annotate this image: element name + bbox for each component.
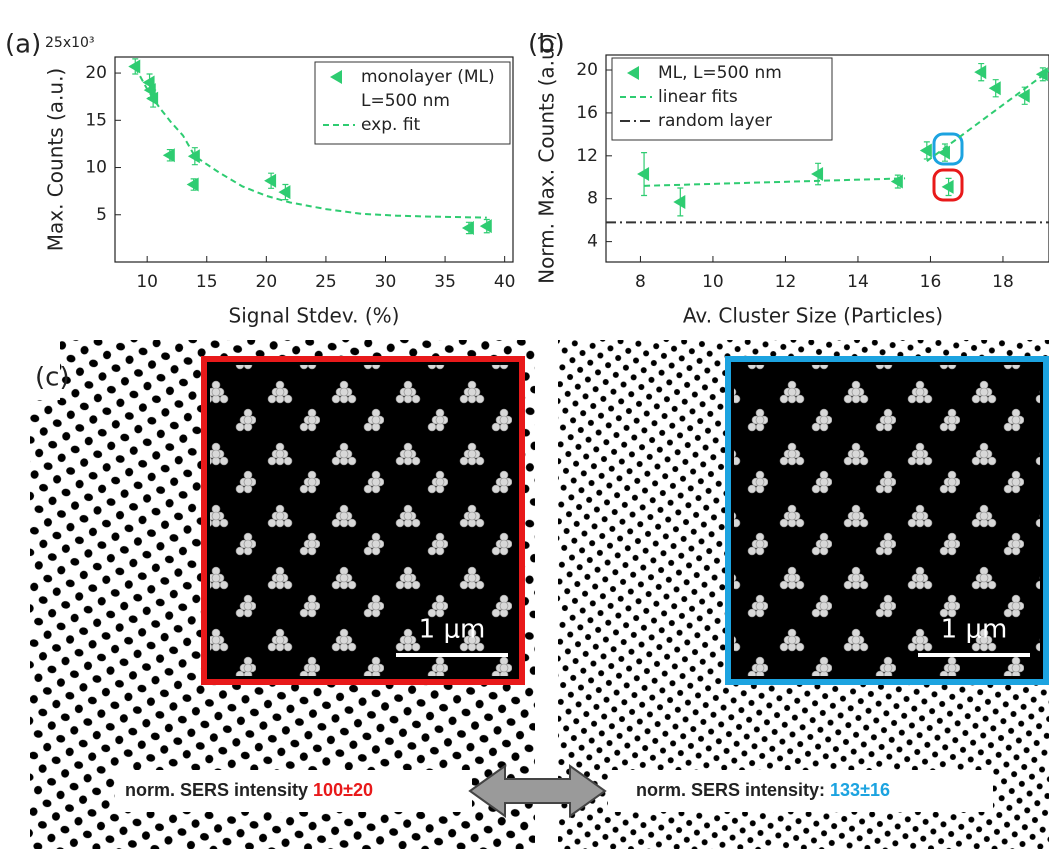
y-tick-label: 16 — [576, 103, 598, 123]
figure: 1 μm 1 μm (c) norm. SERS intensity 100±2… — [0, 0, 1049, 849]
x-tick-label: 25 — [315, 272, 337, 292]
x-tick-label: 35 — [434, 272, 456, 292]
y-axis-label: Max. Counts (a.u.) — [44, 68, 68, 252]
marker — [278, 185, 290, 199]
x-tick-label: 20 — [256, 272, 278, 292]
caption-text: norm. SERS intensity: — [636, 780, 830, 800]
marker — [1036, 67, 1048, 81]
marker — [811, 167, 823, 181]
marker — [942, 180, 954, 194]
y-tick-label: 5 — [96, 205, 107, 225]
y-tick-label: 8 — [587, 189, 598, 209]
marker — [187, 178, 199, 192]
y-tick-label: 20 — [576, 60, 598, 80]
caption: norm. SERS intensity: 133±16 — [636, 780, 890, 800]
caption-text: norm. SERS intensity — [125, 780, 313, 800]
x-tick-label: 10 — [702, 272, 724, 292]
x-tick-label: 15 — [196, 272, 218, 292]
y-tick-label: 20 — [85, 63, 107, 83]
marker — [1018, 89, 1030, 103]
x-tick-label: 40 — [494, 272, 516, 292]
marker — [462, 221, 474, 235]
y-tick-label: 4 — [587, 232, 598, 252]
x-tick-label: 14 — [847, 272, 869, 292]
caption: norm. SERS intensity 100±20 — [125, 780, 373, 800]
marker — [673, 195, 685, 209]
caption-value: 133±16 — [830, 780, 890, 800]
y-axis-note: 25x10³ — [45, 35, 95, 51]
y-tick-label: 12 — [576, 146, 598, 166]
legend-label: linear fits — [658, 87, 738, 107]
legend-label: random layer — [658, 111, 772, 131]
marker — [920, 143, 932, 157]
caption-value: 100±20 — [313, 780, 373, 800]
x-tick-label: 30 — [375, 272, 397, 292]
x-tick-label: 12 — [775, 272, 797, 292]
panel-label: (c) — [35, 363, 70, 393]
marker — [637, 167, 649, 181]
y-tick-label: 15 — [85, 110, 107, 130]
legend-note: L=500 nm — [361, 91, 450, 111]
scale-bar-label: 1 μm — [941, 615, 1008, 645]
x-tick-label: 10 — [136, 272, 158, 292]
x-tick-label: 18 — [992, 272, 1014, 292]
legend-label: monolayer (ML) — [361, 67, 495, 87]
x-tick-label: 8 — [635, 272, 646, 292]
x-axis-label: Signal Stdev. (%) — [229, 304, 400, 328]
marker — [989, 81, 1001, 95]
scale-bar-label: 1 μm — [419, 615, 486, 645]
marker — [163, 148, 175, 162]
legend-label: exp. fit — [361, 115, 421, 135]
y-axis-label: Norm. Max. Counts (a.u.) — [535, 33, 559, 284]
legend-label: ML, L=500 nm — [658, 63, 782, 83]
x-axis-label: Av. Cluster Size (Particles) — [683, 304, 943, 328]
y-tick-label: 10 — [85, 158, 107, 178]
x-tick-label: 16 — [920, 272, 942, 292]
panel-label: (a) — [5, 30, 41, 60]
marker — [264, 174, 276, 188]
marker — [891, 175, 903, 189]
marker — [974, 65, 986, 79]
marker — [480, 219, 492, 233]
marker — [188, 149, 200, 163]
